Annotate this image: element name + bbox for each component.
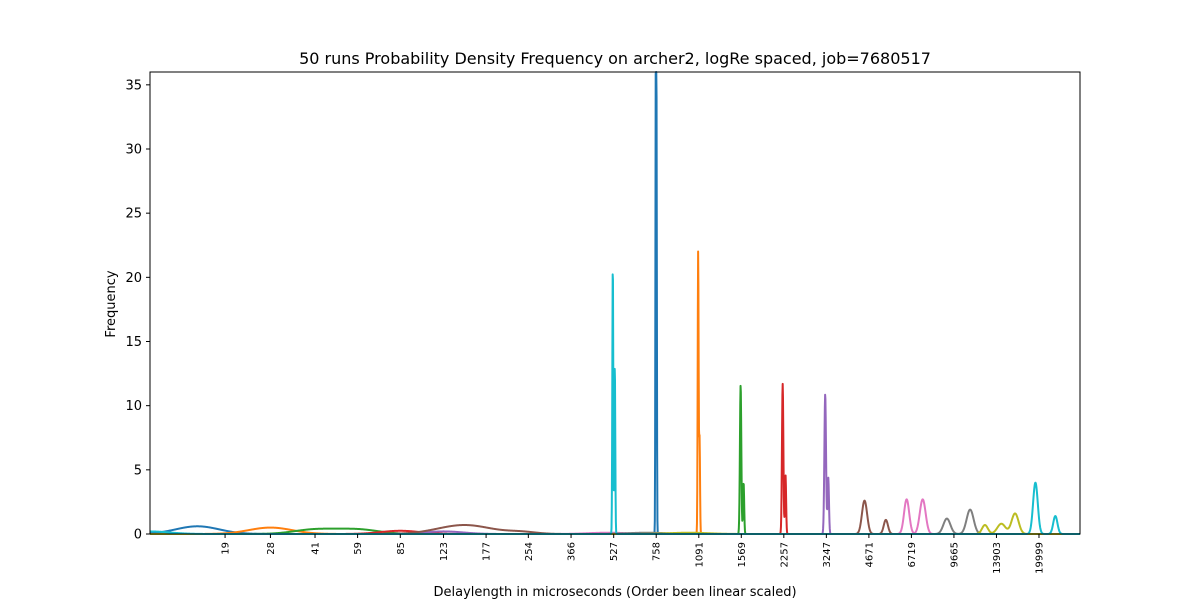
x-tick-label: 123 bbox=[439, 542, 450, 561]
x-tick-label: 1091 bbox=[694, 542, 705, 567]
x-tick-label: 6719 bbox=[907, 542, 918, 567]
x-tick-label: 177 bbox=[482, 542, 493, 561]
x-tick-label: 9665 bbox=[949, 542, 960, 567]
y-tick-label: 35 bbox=[125, 78, 142, 93]
x-tick-label: 254 bbox=[524, 542, 535, 561]
y-tick-label: 30 bbox=[125, 143, 142, 158]
x-tick-label: 41 bbox=[311, 542, 322, 555]
x-tick-label: 758 bbox=[652, 542, 663, 561]
x-tick-label: 19999 bbox=[1034, 542, 1045, 574]
x-tick-label: 1569 bbox=[737, 542, 748, 567]
x-tick-label: 2257 bbox=[779, 542, 790, 567]
series-line-10 bbox=[149, 273, 1081, 535]
x-tick-label: 366 bbox=[567, 542, 578, 561]
x-tick-label: 59 bbox=[353, 542, 364, 555]
x-tick-label: 85 bbox=[396, 542, 407, 555]
axes-frame bbox=[149, 71, 1081, 535]
y-tick-label: 15 bbox=[125, 335, 142, 350]
series-layer bbox=[149, 71, 1081, 535]
x-tick-label: 19 bbox=[221, 542, 232, 555]
y-tick-label: 10 bbox=[125, 399, 142, 414]
x-axis-label: Delaylength in microseconds (Order been … bbox=[433, 585, 796, 600]
x-tick-label: 4671 bbox=[864, 542, 875, 567]
y-tick-label: 5 bbox=[134, 463, 142, 478]
x-tick-label: 3247 bbox=[822, 542, 833, 567]
y-tick-label: 20 bbox=[125, 271, 142, 286]
y-axis-label: Frequency bbox=[104, 270, 119, 337]
axis-layer: 0 5 10 15 20 25 30 35 19 28 41 59 85 123 177 254 366 527 7… bbox=[125, 71, 1081, 574]
y-tick-label: 25 bbox=[125, 207, 142, 222]
chart-title: 50 runs Probability Density Frequency on… bbox=[299, 49, 931, 68]
x-tick-label: 527 bbox=[609, 542, 620, 561]
x-tick-label: 13903 bbox=[992, 542, 1003, 574]
y-tick-label: 0 bbox=[134, 528, 142, 543]
x-tick-label: 28 bbox=[266, 542, 277, 555]
